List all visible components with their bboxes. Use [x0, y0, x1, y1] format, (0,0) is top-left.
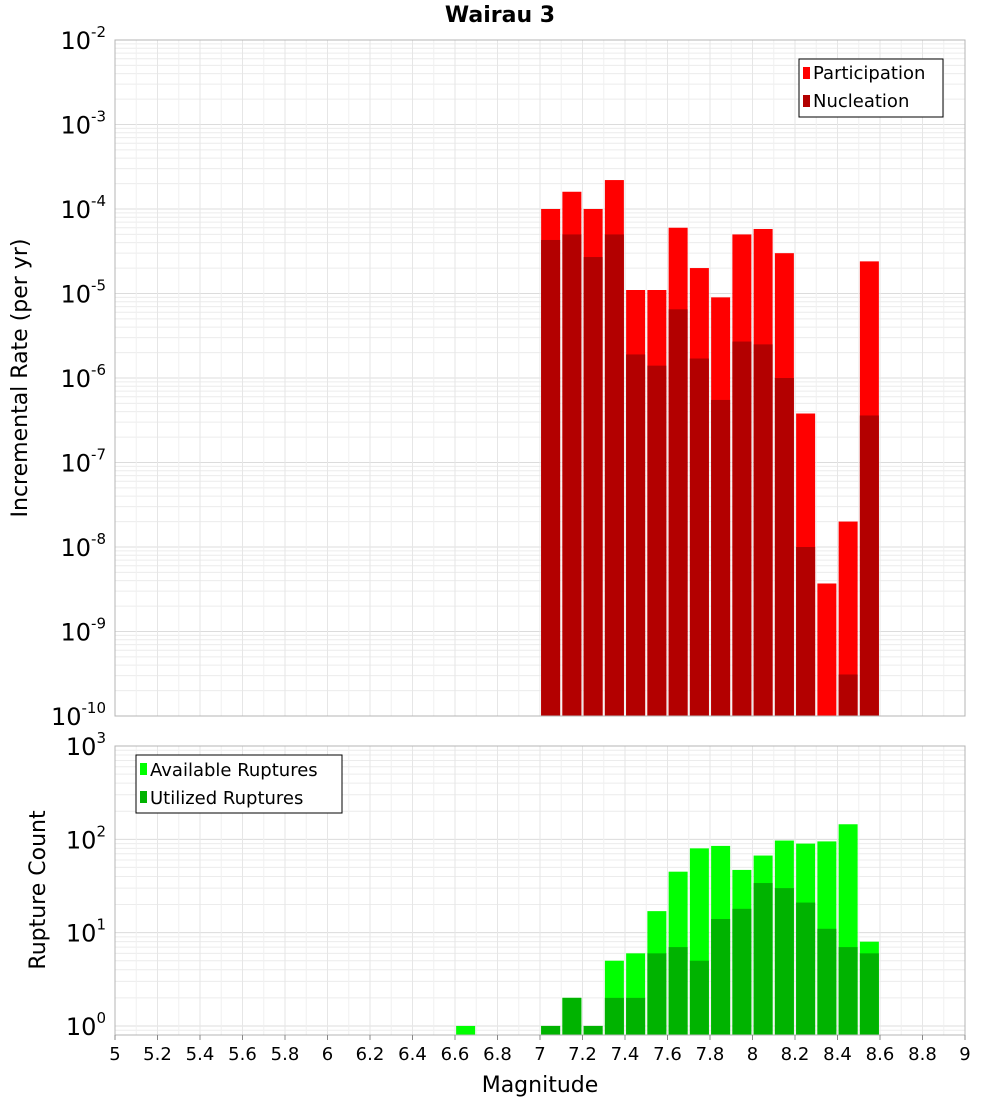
x-axis-label: Magnitude [482, 1073, 599, 1098]
y-tick-label: 10-6 [60, 361, 106, 393]
count-series-b-bar [689, 960, 709, 1035]
legend-swatch-utilized-ruptures [140, 791, 147, 803]
rate-series-b-bar [732, 341, 752, 716]
rate-series-b-bar [626, 354, 646, 716]
x-tick-label: 8 [747, 1044, 758, 1065]
rate-series-b-bar [689, 358, 709, 716]
x-tick-label: 8.2 [781, 1044, 810, 1065]
rate-series-b-bar [774, 378, 794, 716]
x-tick-label: 7.6 [653, 1044, 682, 1065]
x-tick-label: 6.2 [356, 1044, 385, 1065]
y-tick-label: 10-9 [60, 615, 106, 647]
top-legend-box [798, 58, 944, 118]
top-plot-frame [114, 39, 966, 717]
y-tick-label: 102 [66, 822, 106, 854]
x-tick-label: 5.8 [271, 1044, 300, 1065]
legend-label-nucleation: Nucleation [813, 91, 909, 112]
legend-swatch-available-ruptures [140, 763, 147, 775]
x-tick-label: 6 [322, 1044, 333, 1065]
rate-series-b-bar [859, 415, 879, 716]
legend-label-participation: Participation [813, 63, 925, 84]
legend-swatch-participation [803, 67, 810, 79]
count-series-b-bar [817, 928, 837, 1035]
x-tick-label: 7.2 [568, 1044, 597, 1065]
x-tick-label: 7.8 [696, 1044, 725, 1065]
x-tick-label: 5 [109, 1044, 120, 1065]
x-tick-label: 6.8 [483, 1044, 512, 1065]
x-tick-label: 9 [959, 1044, 970, 1065]
count-series-a-bar [456, 1025, 476, 1035]
legend-label-utilized-ruptures: Utilized Ruptures [150, 788, 303, 809]
count-series-b-bar [796, 902, 816, 1035]
y-tick-label: 10-5 [60, 277, 106, 309]
rate-series-b-bar [668, 309, 688, 716]
legend-label-available-ruptures: Available Ruptures [150, 760, 318, 781]
top-grid [114, 39, 966, 717]
rate-series-b-bar [711, 399, 731, 716]
bottom-bars [456, 824, 879, 1035]
x-tick-label: 5.2 [143, 1044, 172, 1065]
rate-series-a-bar [817, 583, 837, 716]
count-series-b-bar [838, 947, 858, 1035]
bottom-legend-box [135, 754, 343, 814]
count-series-b-bar [647, 953, 667, 1035]
x-tick-label: 7.4 [611, 1044, 640, 1065]
y-tick-label: 10-10 [51, 699, 106, 731]
x-tick-label: 7 [534, 1044, 545, 1065]
y-tick-label: 10-2 [60, 23, 106, 55]
count-series-b-bar [774, 888, 794, 1035]
rate-series-b-bar [753, 344, 773, 716]
count-series-b-bar [753, 883, 773, 1035]
count-series-b-bar [626, 997, 646, 1035]
count-series-b-bar [541, 1025, 561, 1035]
count-series-b-bar [583, 1025, 603, 1035]
top-legend: Participation Nucleation [798, 58, 944, 118]
count-series-b-bar [859, 953, 879, 1035]
bottom-y-axis-label: Rupture Count [26, 810, 51, 970]
chart-title: Wairau 3 [445, 3, 555, 28]
x-tick-label: 8.8 [908, 1044, 937, 1065]
top-y-axis-label: Incremental Rate (per yr) [8, 239, 33, 518]
rate-series-b-bar [647, 365, 667, 716]
x-tick-label: 6.4 [398, 1044, 427, 1065]
count-series-b-bar [668, 947, 688, 1035]
x-tick-label: 8.4 [823, 1044, 852, 1065]
y-tick-label: 10-8 [60, 530, 106, 562]
y-tick-label: 10-7 [60, 446, 106, 478]
y-tick-label: 10-3 [60, 108, 106, 140]
y-tick-label: 103 [66, 729, 106, 761]
rate-series-b-bar [796, 547, 816, 716]
top-bars [541, 180, 879, 717]
rate-series-b-bar [583, 257, 603, 716]
rate-series-b-bar [562, 234, 582, 717]
rate-series-b-bar [604, 234, 624, 717]
rate-series-b-bar [838, 674, 858, 716]
count-series-b-bar [711, 919, 731, 1035]
count-series-b-bar [732, 908, 752, 1035]
rate-series-b-bar [541, 239, 561, 716]
x-tick-label: 8.6 [866, 1044, 895, 1065]
x-tick-label: 6.6 [441, 1044, 470, 1065]
rate-series-a-bar [838, 521, 858, 716]
bottom-legend: Available Ruptures Utilized Ruptures [135, 754, 343, 814]
x-tick-label: 5.6 [228, 1044, 257, 1065]
y-tick-label: 100 [66, 1009, 106, 1041]
legend-swatch-nucleation [803, 95, 810, 107]
count-series-b-bar [604, 997, 624, 1035]
y-tick-label: 10-4 [60, 192, 106, 224]
y-tick-label: 101 [66, 916, 106, 948]
x-tick-label: 5.4 [186, 1044, 215, 1065]
count-series-b-bar [562, 997, 582, 1035]
axis-ticks: 10-10 10-9 10-8 10-7 10-6 10-5 10-4 10-3 10-2 100… [51, 23, 971, 1065]
